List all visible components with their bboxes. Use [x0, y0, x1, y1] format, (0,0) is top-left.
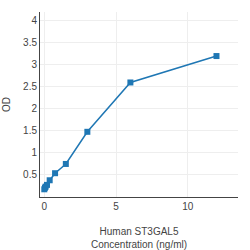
svg-text:Human ST3GAL5Concentration (ng: Human ST3GAL5Concentration (ng/ml) [91, 226, 187, 250]
svg-text:5: 5 [113, 201, 119, 212]
svg-text:3.5: 3.5 [23, 37, 37, 48]
svg-text:3: 3 [31, 59, 37, 70]
svg-text:0.5: 0.5 [23, 169, 37, 180]
svg-text:2: 2 [31, 103, 37, 114]
svg-text:0: 0 [42, 201, 48, 212]
svg-text:1: 1 [31, 147, 37, 158]
svg-text:2.5: 2.5 [23, 81, 37, 92]
svg-text:10: 10 [182, 201, 194, 212]
svg-text:4: 4 [31, 15, 37, 26]
svg-text:1.5: 1.5 [23, 125, 37, 136]
svg-text:OD: OD [1, 97, 12, 112]
